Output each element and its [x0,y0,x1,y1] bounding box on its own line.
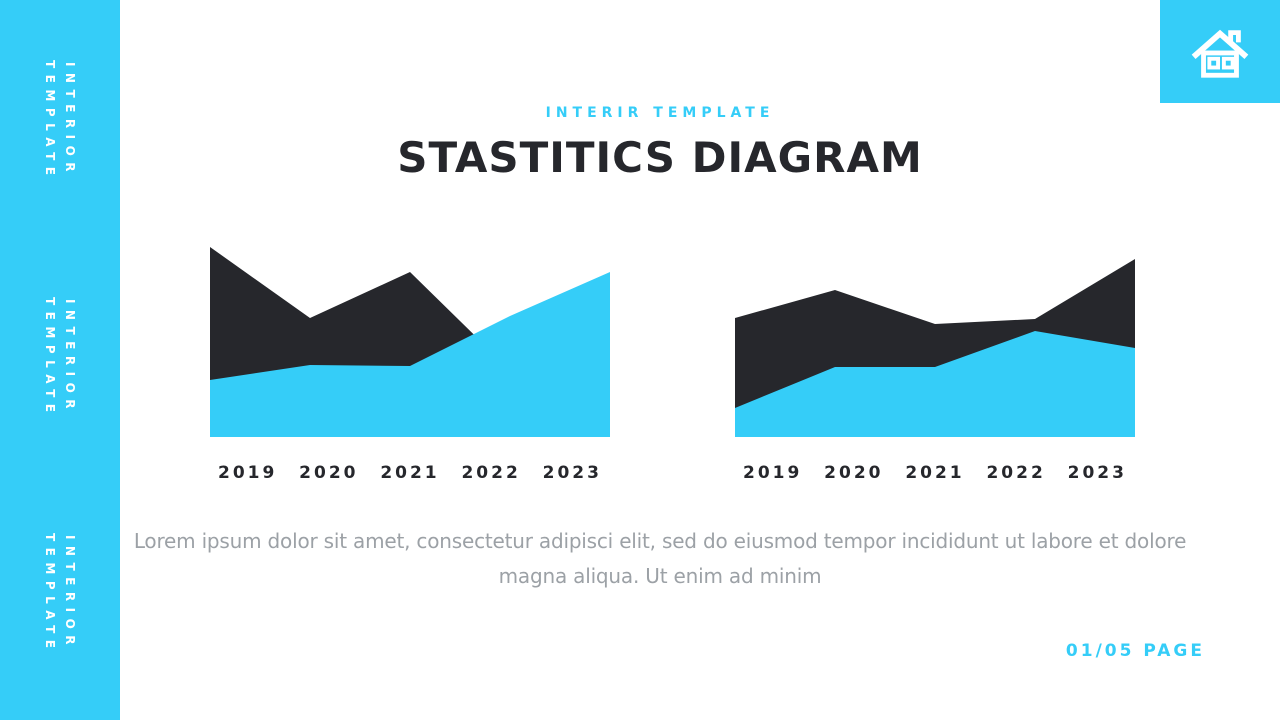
sidebar-label-line2: TEMPLATE [43,297,57,419]
home-button[interactable] [1160,0,1280,103]
year-label: 2019 [218,463,278,483]
year-label: 2020 [299,463,359,483]
description-line1: Lorem ipsum dolor sit amet, consectetur … [133,529,1187,553]
home-icon [1191,29,1249,78]
year-label: 2022 [461,463,521,483]
sidebar: INTERIOR TEMPLATE INTERIOR TEMPLATE INTE… [0,0,120,720]
area-chart-right [735,237,1135,437]
page-number-label: 01/05 PAGE [1065,641,1205,661]
description-line2: magna aliqua. Ut enim ad minim [498,564,822,588]
sidebar-label-line1: INTERIOR [63,298,77,416]
year-label: 2023 [542,463,602,483]
x-axis-labels-right: 2019 2020 2021 2022 2023 [735,463,1135,483]
area-chart-right-svg [735,259,1135,437]
slide-subtitle: INTERIR TEMPLATE [545,105,775,121]
year-label: 2020 [824,463,884,483]
year-label: 2023 [1067,463,1127,483]
year-label: 2022 [986,463,1046,483]
area-chart-left [210,237,610,437]
area-chart-left-svg [210,247,610,437]
year-label: 2021 [905,463,965,483]
year-label: 2019 [743,463,803,483]
sidebar-label-middle: INTERIOR TEMPLATE [40,297,80,419]
year-label: 2021 [380,463,440,483]
cyan-area [735,331,1135,437]
x-axis-labels-left: 2019 2020 2021 2022 2023 [210,463,610,483]
cyan-area [210,272,610,437]
description-text: Lorem ipsum dolor sit amet, consectetur … [0,524,1280,594]
page-title: STASTITICS DIAGRAM [397,133,923,182]
